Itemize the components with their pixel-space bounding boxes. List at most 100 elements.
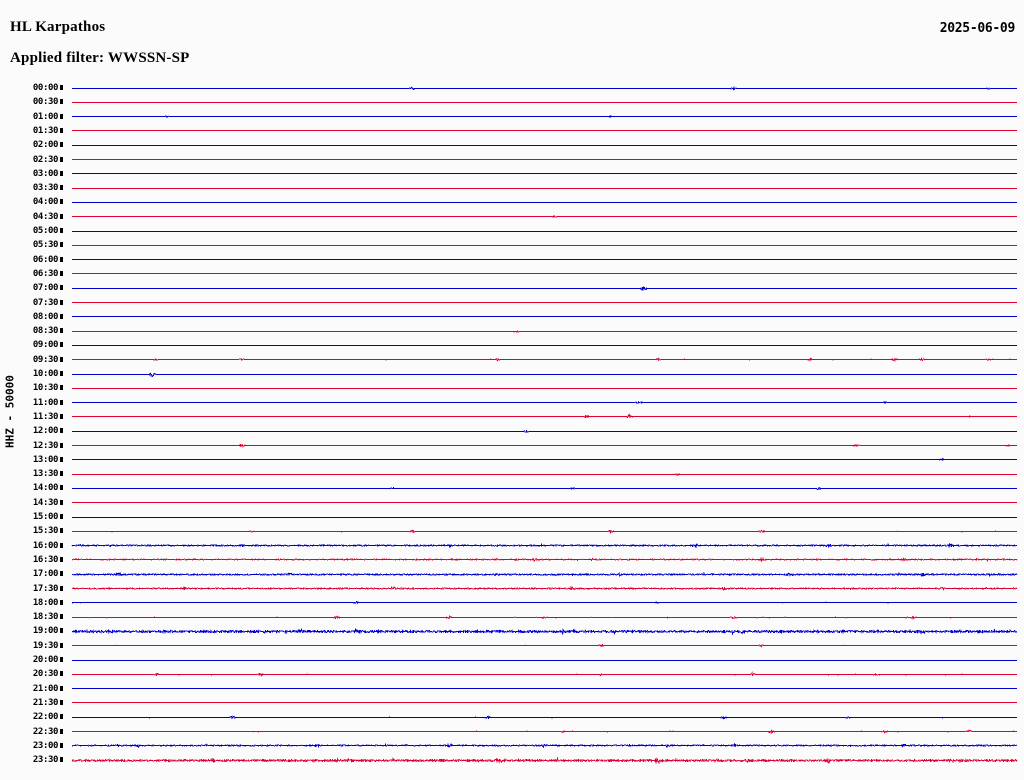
trace-time-label: 23:30	[32, 755, 58, 766]
trace-time-label: 22:30	[32, 726, 58, 737]
seismogram-trace	[71, 225, 1018, 238]
trace-tick-mark	[60, 99, 63, 105]
trace-tick-mark	[60, 342, 63, 348]
trace-time-label: 03:30	[32, 183, 58, 194]
trace-time-label: 12:30	[32, 440, 58, 451]
seismogram-trace	[72, 196, 1017, 209]
trace-tick-mark	[60, 85, 63, 90]
seismogram-trace	[71, 611, 1018, 624]
trace-time-label: 07:00	[32, 283, 58, 294]
trace-tick-mark	[60, 199, 63, 205]
trace-tick-mark	[60, 514, 63, 519]
seismogram-trace	[71, 167, 1018, 180]
trace-tick-mark	[60, 256, 63, 262]
trace-tick-mark	[60, 728, 63, 734]
trace-tick-mark	[60, 471, 63, 477]
trace-tick-mark	[60, 156, 63, 162]
trace-time-label: 19:30	[32, 640, 58, 651]
seismogram-trace	[71, 525, 1018, 538]
seismogram-trace	[71, 153, 1018, 166]
trace-time-label: 10:00	[32, 369, 58, 379]
trace-tick-mark	[60, 456, 63, 462]
seismogram-trace	[71, 596, 1018, 609]
trace-tick-mark	[60, 371, 63, 376]
trace-tick-mark	[60, 313, 63, 319]
seismogram-trace	[71, 725, 1018, 738]
trace-tick-mark	[60, 399, 63, 405]
trace-tick-mark	[60, 614, 63, 620]
trace-time-label: 21:30	[32, 697, 58, 708]
trace-tick-mark	[60, 657, 63, 662]
seismogram-trace	[71, 568, 1018, 581]
trace-time-label: 18:30	[32, 612, 58, 623]
trace-time-label: 00:30	[32, 97, 58, 108]
seismogram-trace	[71, 396, 1018, 409]
seismogram-trace	[71, 439, 1018, 452]
date-label: 2025-06-09	[939, 21, 1016, 36]
trace-time-label: 05:00	[32, 226, 58, 236]
trace-time-label: 15:00	[32, 512, 58, 522]
seismogram-trace	[71, 739, 1018, 752]
seismogram-trace	[71, 124, 1018, 137]
trace-time-label: 23:00	[32, 740, 58, 751]
trace-tick-mark	[60, 499, 63, 505]
trace-tick-mark	[60, 671, 63, 677]
trace-tick-mark	[60, 242, 63, 248]
seismogram-trace	[71, 239, 1018, 252]
seismogram-trace	[71, 339, 1018, 352]
seismogram-trace	[71, 368, 1018, 381]
trace-time-label: 16:00	[32, 540, 58, 551]
seismogram-trace	[71, 468, 1018, 481]
seismogram-trace	[71, 210, 1018, 223]
trace-tick-mark	[60, 571, 63, 577]
trace-time-label: 11:30	[32, 411, 58, 422]
trace-tick-mark	[60, 628, 63, 634]
trace-tick-mark	[60, 742, 63, 748]
trace-tick-mark	[60, 170, 63, 176]
seismogram-trace	[71, 639, 1018, 652]
trace-time-label: 02:30	[32, 154, 58, 165]
seismogram-trace	[71, 553, 1018, 566]
seismogram-trace	[71, 453, 1018, 466]
trace-tick-mark	[60, 699, 63, 705]
seismogram-trace	[71, 696, 1018, 709]
trace-time-label: 00:00	[32, 83, 58, 93]
seismogram-trace	[71, 139, 1018, 152]
trace-tick-mark	[60, 757, 63, 763]
trace-tick-mark	[60, 542, 63, 548]
seismogram-trace	[71, 382, 1017, 395]
trace-time-label: 08:30	[32, 326, 58, 337]
trace-tick-mark	[60, 270, 63, 276]
trace-time-label: 21:00	[32, 683, 58, 694]
trace-time-label: 02:00	[32, 140, 58, 151]
trace-time-label: 17:00	[32, 569, 58, 580]
trace-time-label: 04:00	[32, 197, 58, 208]
trace-tick-mark	[60, 413, 63, 419]
trace-time-label: 09:30	[32, 354, 58, 365]
seismogram-trace	[71, 539, 1018, 552]
trace-tick-mark	[60, 442, 63, 448]
seismogram-trace	[71, 754, 1018, 767]
seismogram-trace	[71, 282, 1018, 295]
trace-time-label: 16:30	[32, 554, 58, 565]
seismogram-trace	[71, 296, 1018, 309]
seismogram-trace	[71, 410, 1018, 423]
seismogram-trace	[71, 110, 1018, 123]
trace-time-label: 12:00	[32, 426, 58, 437]
seismogram-trace	[71, 668, 1018, 681]
seismogram-trace	[71, 325, 1018, 338]
seismogram-trace	[71, 353, 1017, 366]
trace-tick-mark	[60, 599, 63, 605]
trace-time-label: 17:30	[32, 583, 58, 594]
seismogram-trace	[71, 711, 1018, 724]
trace-time-label: 13:30	[32, 469, 58, 480]
trace-tick-mark	[60, 213, 63, 219]
trace-tick-mark	[60, 585, 63, 591]
trace-time-label: 11:00	[32, 397, 58, 408]
trace-tick-mark	[60, 385, 63, 391]
seismogram-trace	[71, 625, 1018, 638]
trace-tick-mark	[60, 528, 63, 534]
page-title: HL Karpathos	[10, 19, 106, 35]
trace-tick-mark	[60, 228, 63, 233]
seismogram-trace	[71, 182, 1018, 195]
